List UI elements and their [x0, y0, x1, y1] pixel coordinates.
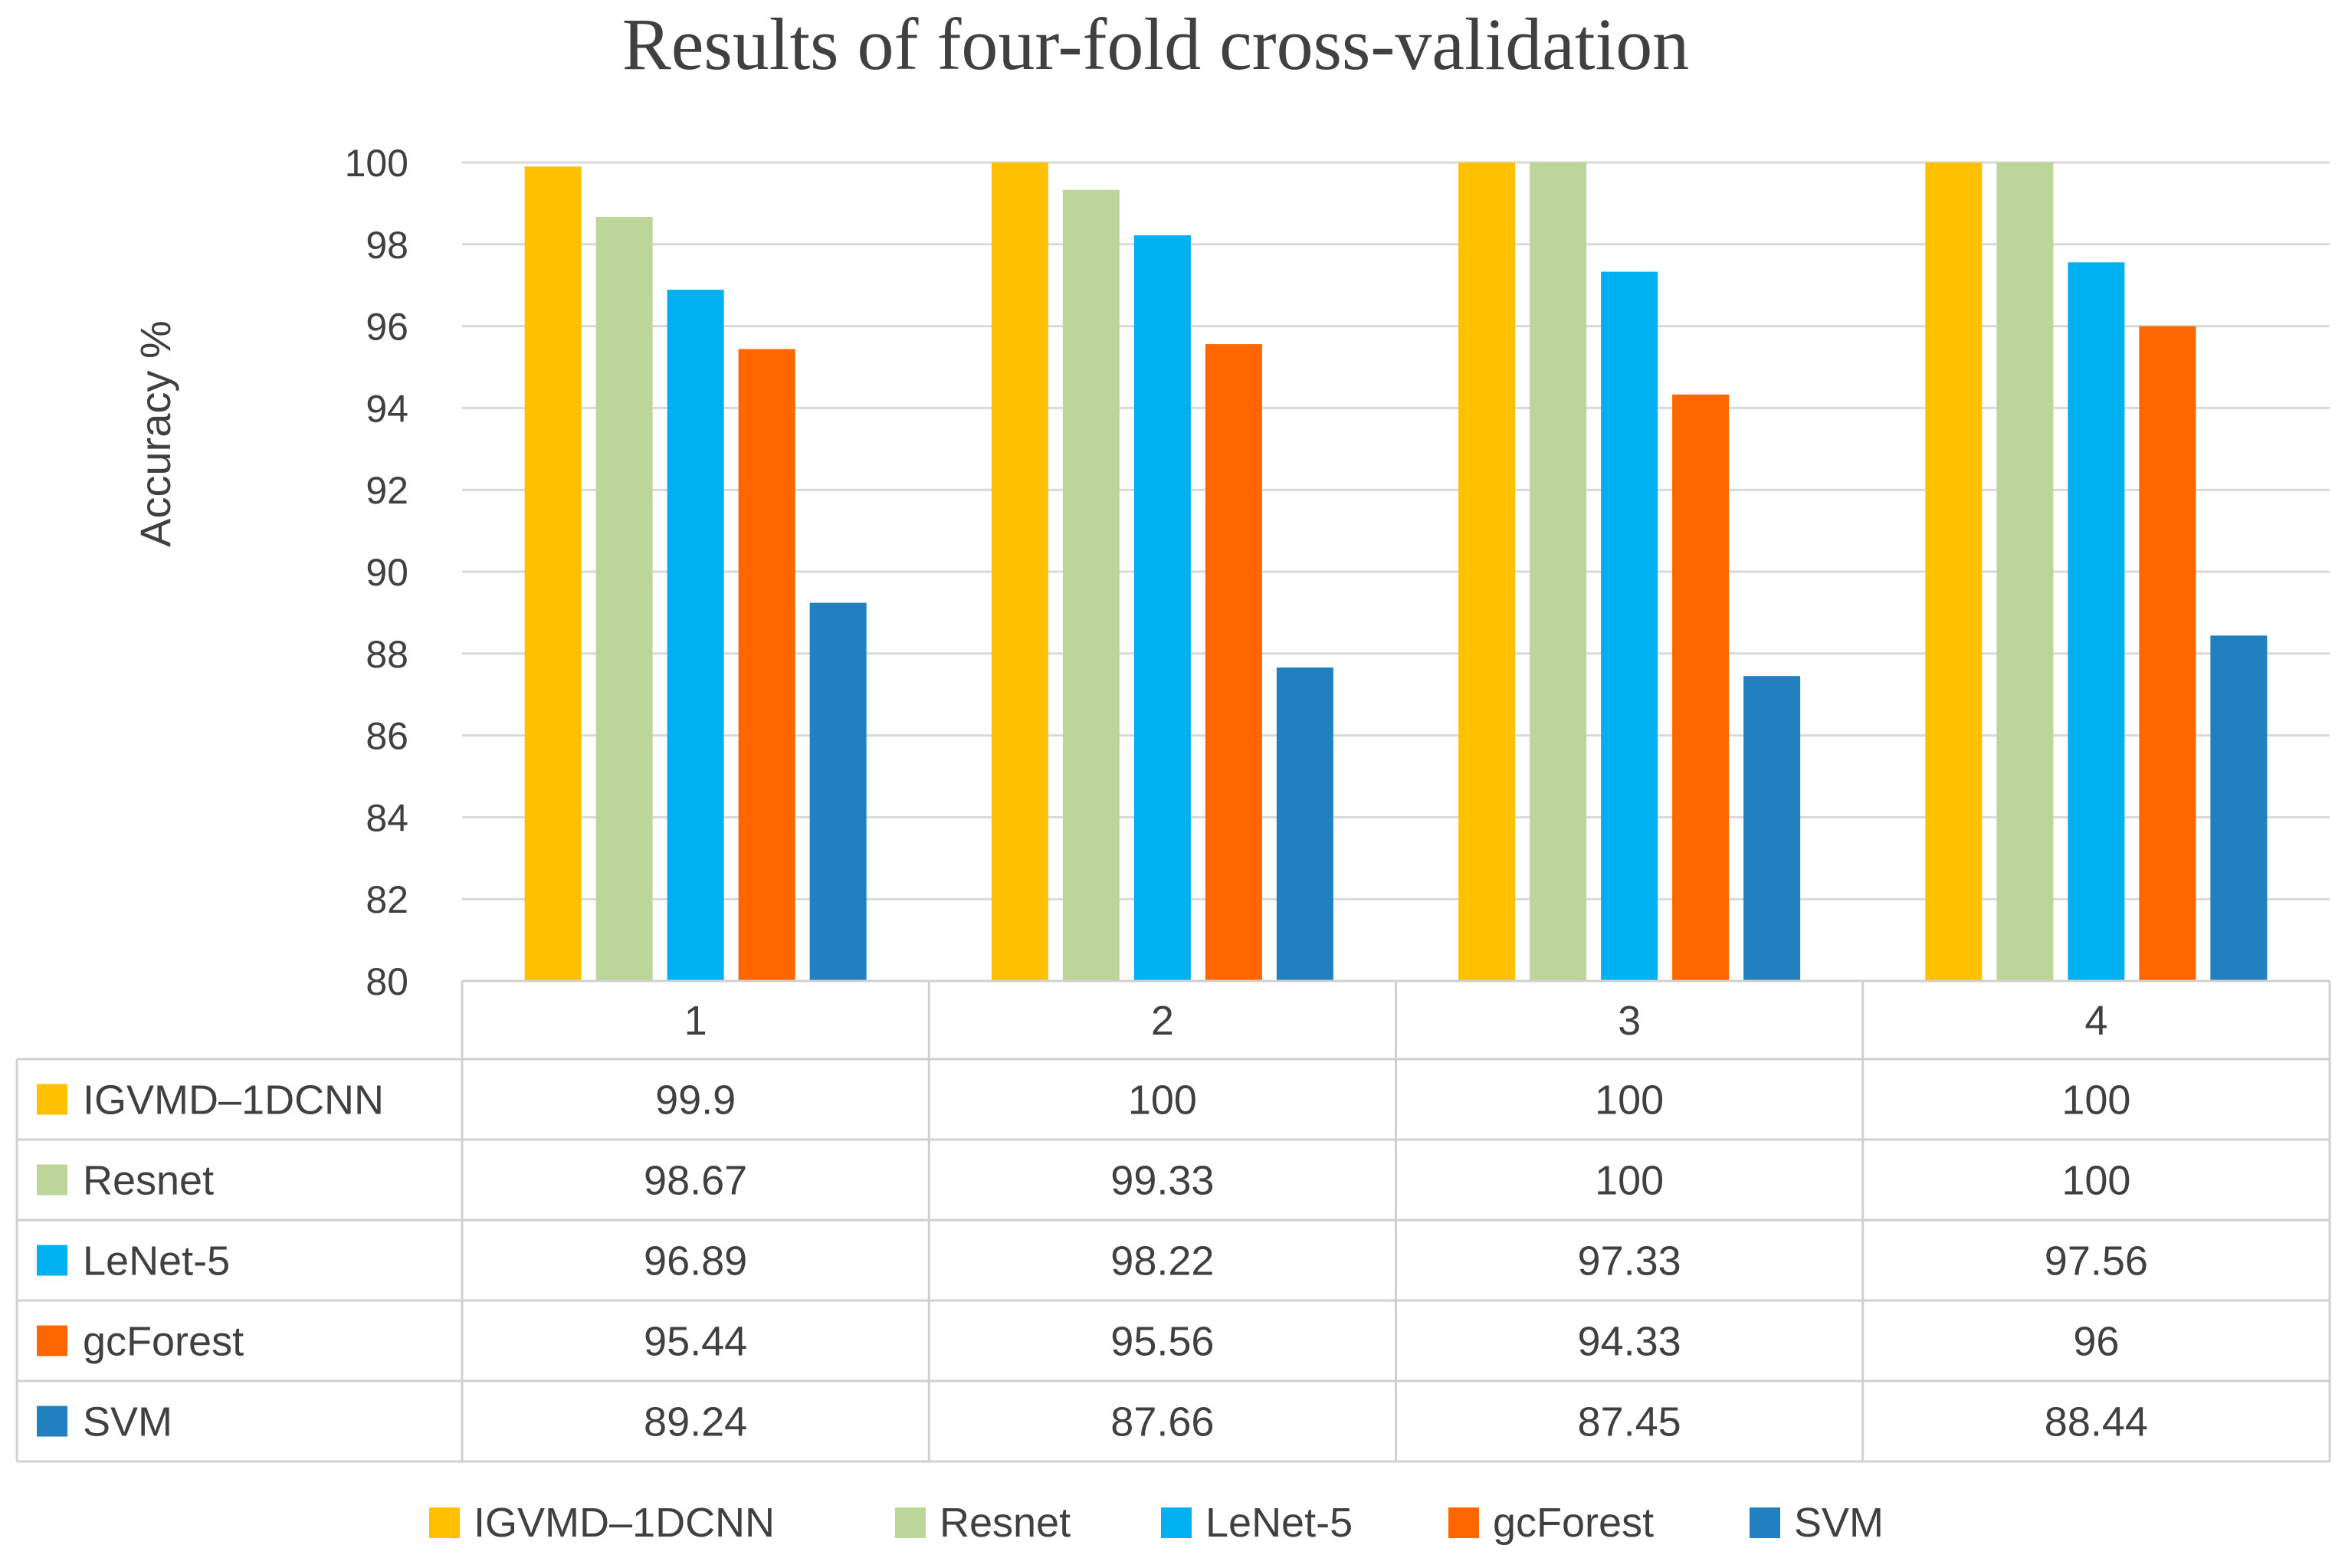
chart-title: Results of four-fold cross-validation: [622, 3, 1689, 85]
table-row-label: IGVMD–1DCNN: [83, 1078, 384, 1124]
legend-label: SVM: [1794, 1500, 1884, 1546]
table-cell: 100: [2061, 1158, 2130, 1204]
table-cell: 95.44: [644, 1319, 747, 1365]
bar: [738, 349, 795, 981]
bar: [2139, 326, 2196, 982]
data-table: 1 2 3 4 IGVMD–1DCNN 99.9 100 100 100 Resnet 98.67 9…: [15, 979, 2331, 1463]
y-tick-label: 86: [366, 715, 408, 758]
table-row-swatch: [37, 1325, 67, 1356]
table-row-swatch: [37, 1245, 67, 1276]
bar: [991, 162, 1048, 981]
legend-swatch: [1750, 1507, 1780, 1538]
legend-label: Resnet: [940, 1500, 1071, 1546]
y-tick-label: 94: [366, 387, 408, 430]
table-row-swatch: [37, 1406, 67, 1437]
bar: [1601, 271, 1658, 981]
y-tick-label: 80: [366, 960, 408, 1003]
bar: [2210, 635, 2268, 981]
table-cell: 95.56: [1110, 1319, 1214, 1365]
y-tick-label: 88: [366, 633, 408, 676]
legend-label: LeNet-5: [1205, 1500, 1353, 1546]
y-axis-ticks: 80 82 84 86 88 90 92 94 96 98 100: [345, 142, 408, 1003]
table-cell: 98.67: [644, 1158, 747, 1204]
legend-swatch: [429, 1507, 460, 1538]
x-category-label: 3: [1618, 998, 1641, 1044]
table-cell: 100: [1595, 1158, 1664, 1204]
table-cell: 97.56: [2045, 1238, 2148, 1284]
y-tick-label: 82: [366, 878, 408, 921]
bar: [1062, 189, 1120, 982]
y-tick-label: 100: [345, 142, 408, 185]
y-tick-label: 92: [366, 469, 408, 512]
table-row-swatch: [37, 1084, 67, 1115]
bar: [1996, 162, 2054, 981]
table-cell: 98.22: [1110, 1238, 1214, 1284]
legend: IGVMD–1DCNN Resnet LeNet-5 gcForest SVM: [429, 1500, 1884, 1546]
table-cell: 87.45: [1578, 1399, 1681, 1445]
bar: [1133, 235, 1191, 981]
table-cell: 96: [2073, 1319, 2119, 1365]
x-category-label: 4: [2084, 998, 2107, 1044]
table-row-label: LeNet-5: [83, 1238, 230, 1284]
bar: [809, 602, 867, 981]
bars: [524, 162, 2268, 982]
bar: [1205, 344, 1262, 981]
table-cell: 99.33: [1110, 1158, 1214, 1204]
table-cell: 100: [1595, 1078, 1664, 1124]
table-cell: 87.66: [1110, 1399, 1214, 1445]
legend-swatch: [895, 1507, 926, 1538]
y-tick-label: 84: [366, 796, 408, 839]
legend-swatch: [1448, 1507, 1479, 1538]
table-cell: 100: [1128, 1078, 1197, 1124]
table-row-label: Resnet: [83, 1158, 214, 1204]
table-cell: 94.33: [1578, 1319, 1681, 1365]
bar: [1458, 162, 1516, 981]
legend-label: gcForest: [1493, 1500, 1654, 1546]
legend-swatch: [1161, 1507, 1192, 1538]
table-cell: 88.44: [2045, 1399, 2148, 1445]
bar: [1672, 394, 1730, 981]
bar: [1530, 162, 1587, 981]
bar: [1925, 162, 1983, 981]
table-cell: 97.33: [1578, 1238, 1681, 1284]
table-row-label: SVM: [83, 1399, 172, 1445]
table-cell: 100: [2061, 1078, 2130, 1124]
bar: [1743, 676, 1801, 981]
table-cell: 96.89: [644, 1238, 747, 1284]
bar: [595, 217, 653, 982]
y-tick-label: 90: [366, 551, 408, 594]
legend-label: IGVMD–1DCNN: [474, 1500, 775, 1546]
table-cell: 89.24: [644, 1399, 747, 1445]
y-axis-label: Accuracy %: [131, 320, 179, 547]
bar: [667, 290, 724, 982]
bar: [524, 166, 582, 982]
bar: [1276, 667, 1333, 981]
bar: [2068, 262, 2125, 981]
y-tick-label: 96: [366, 306, 408, 349]
table-cell: 99.9: [655, 1078, 736, 1124]
y-tick-label: 98: [366, 224, 408, 267]
table-row-label: gcForest: [83, 1319, 244, 1365]
table-row-swatch: [37, 1164, 67, 1196]
x-category-label: 2: [1151, 998, 1174, 1044]
x-category-label: 1: [684, 998, 707, 1044]
